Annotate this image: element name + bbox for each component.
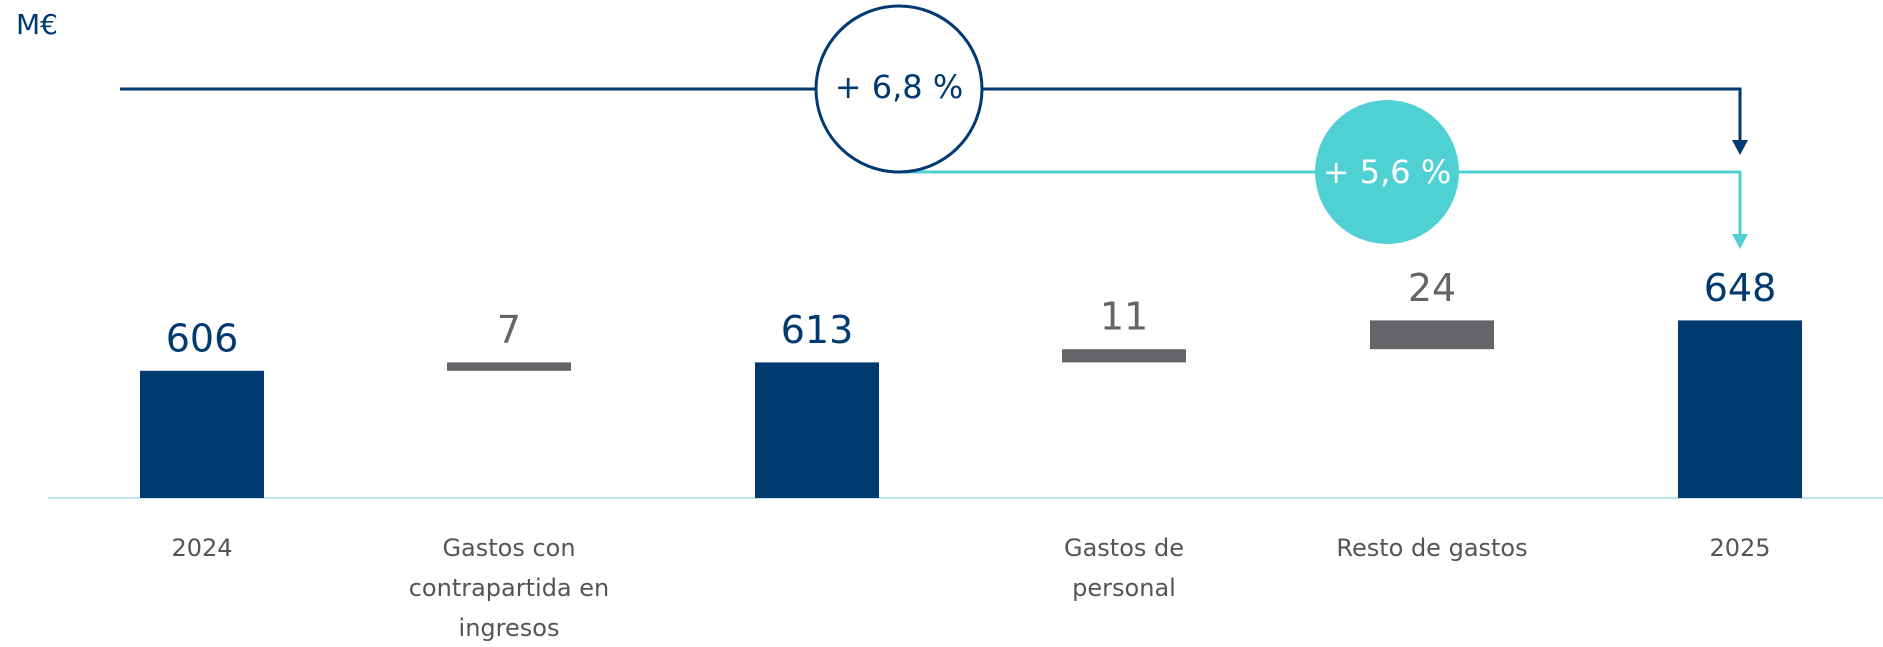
annotation-circle (814, 4, 984, 174)
arrow-head (1732, 140, 1748, 155)
bar (447, 362, 571, 371)
value-label: 11 (1100, 295, 1148, 339)
value-label: 7 (497, 308, 521, 352)
value-label: 24 (1408, 266, 1456, 310)
x-tick-label: Resto de gastos (1336, 534, 1528, 562)
bar (1678, 320, 1802, 498)
value-label: 648 (1704, 266, 1777, 310)
bar (140, 370, 264, 498)
arrow-head (1732, 234, 1748, 249)
annotation-circle (1315, 100, 1459, 244)
unit-label: M€ (16, 8, 58, 41)
x-tick-label: 2025 (1709, 534, 1771, 562)
value-label: 613 (781, 308, 854, 352)
annotation: + 5,6 % (1323, 153, 1451, 191)
x-tick-label: Gastos de personal (1063, 534, 1185, 602)
arrow-line (899, 170, 1742, 236)
x-tick-label: 2024 (171, 534, 233, 562)
x-tick-label: Gastos con contrapartida en ingresos (408, 534, 610, 642)
annotation: + 6,8 % (835, 68, 963, 106)
bar (755, 362, 879, 498)
arrow-line (120, 87, 1742, 142)
bar (1062, 349, 1186, 363)
value-label: 606 (166, 316, 239, 360)
bar (1370, 320, 1494, 350)
